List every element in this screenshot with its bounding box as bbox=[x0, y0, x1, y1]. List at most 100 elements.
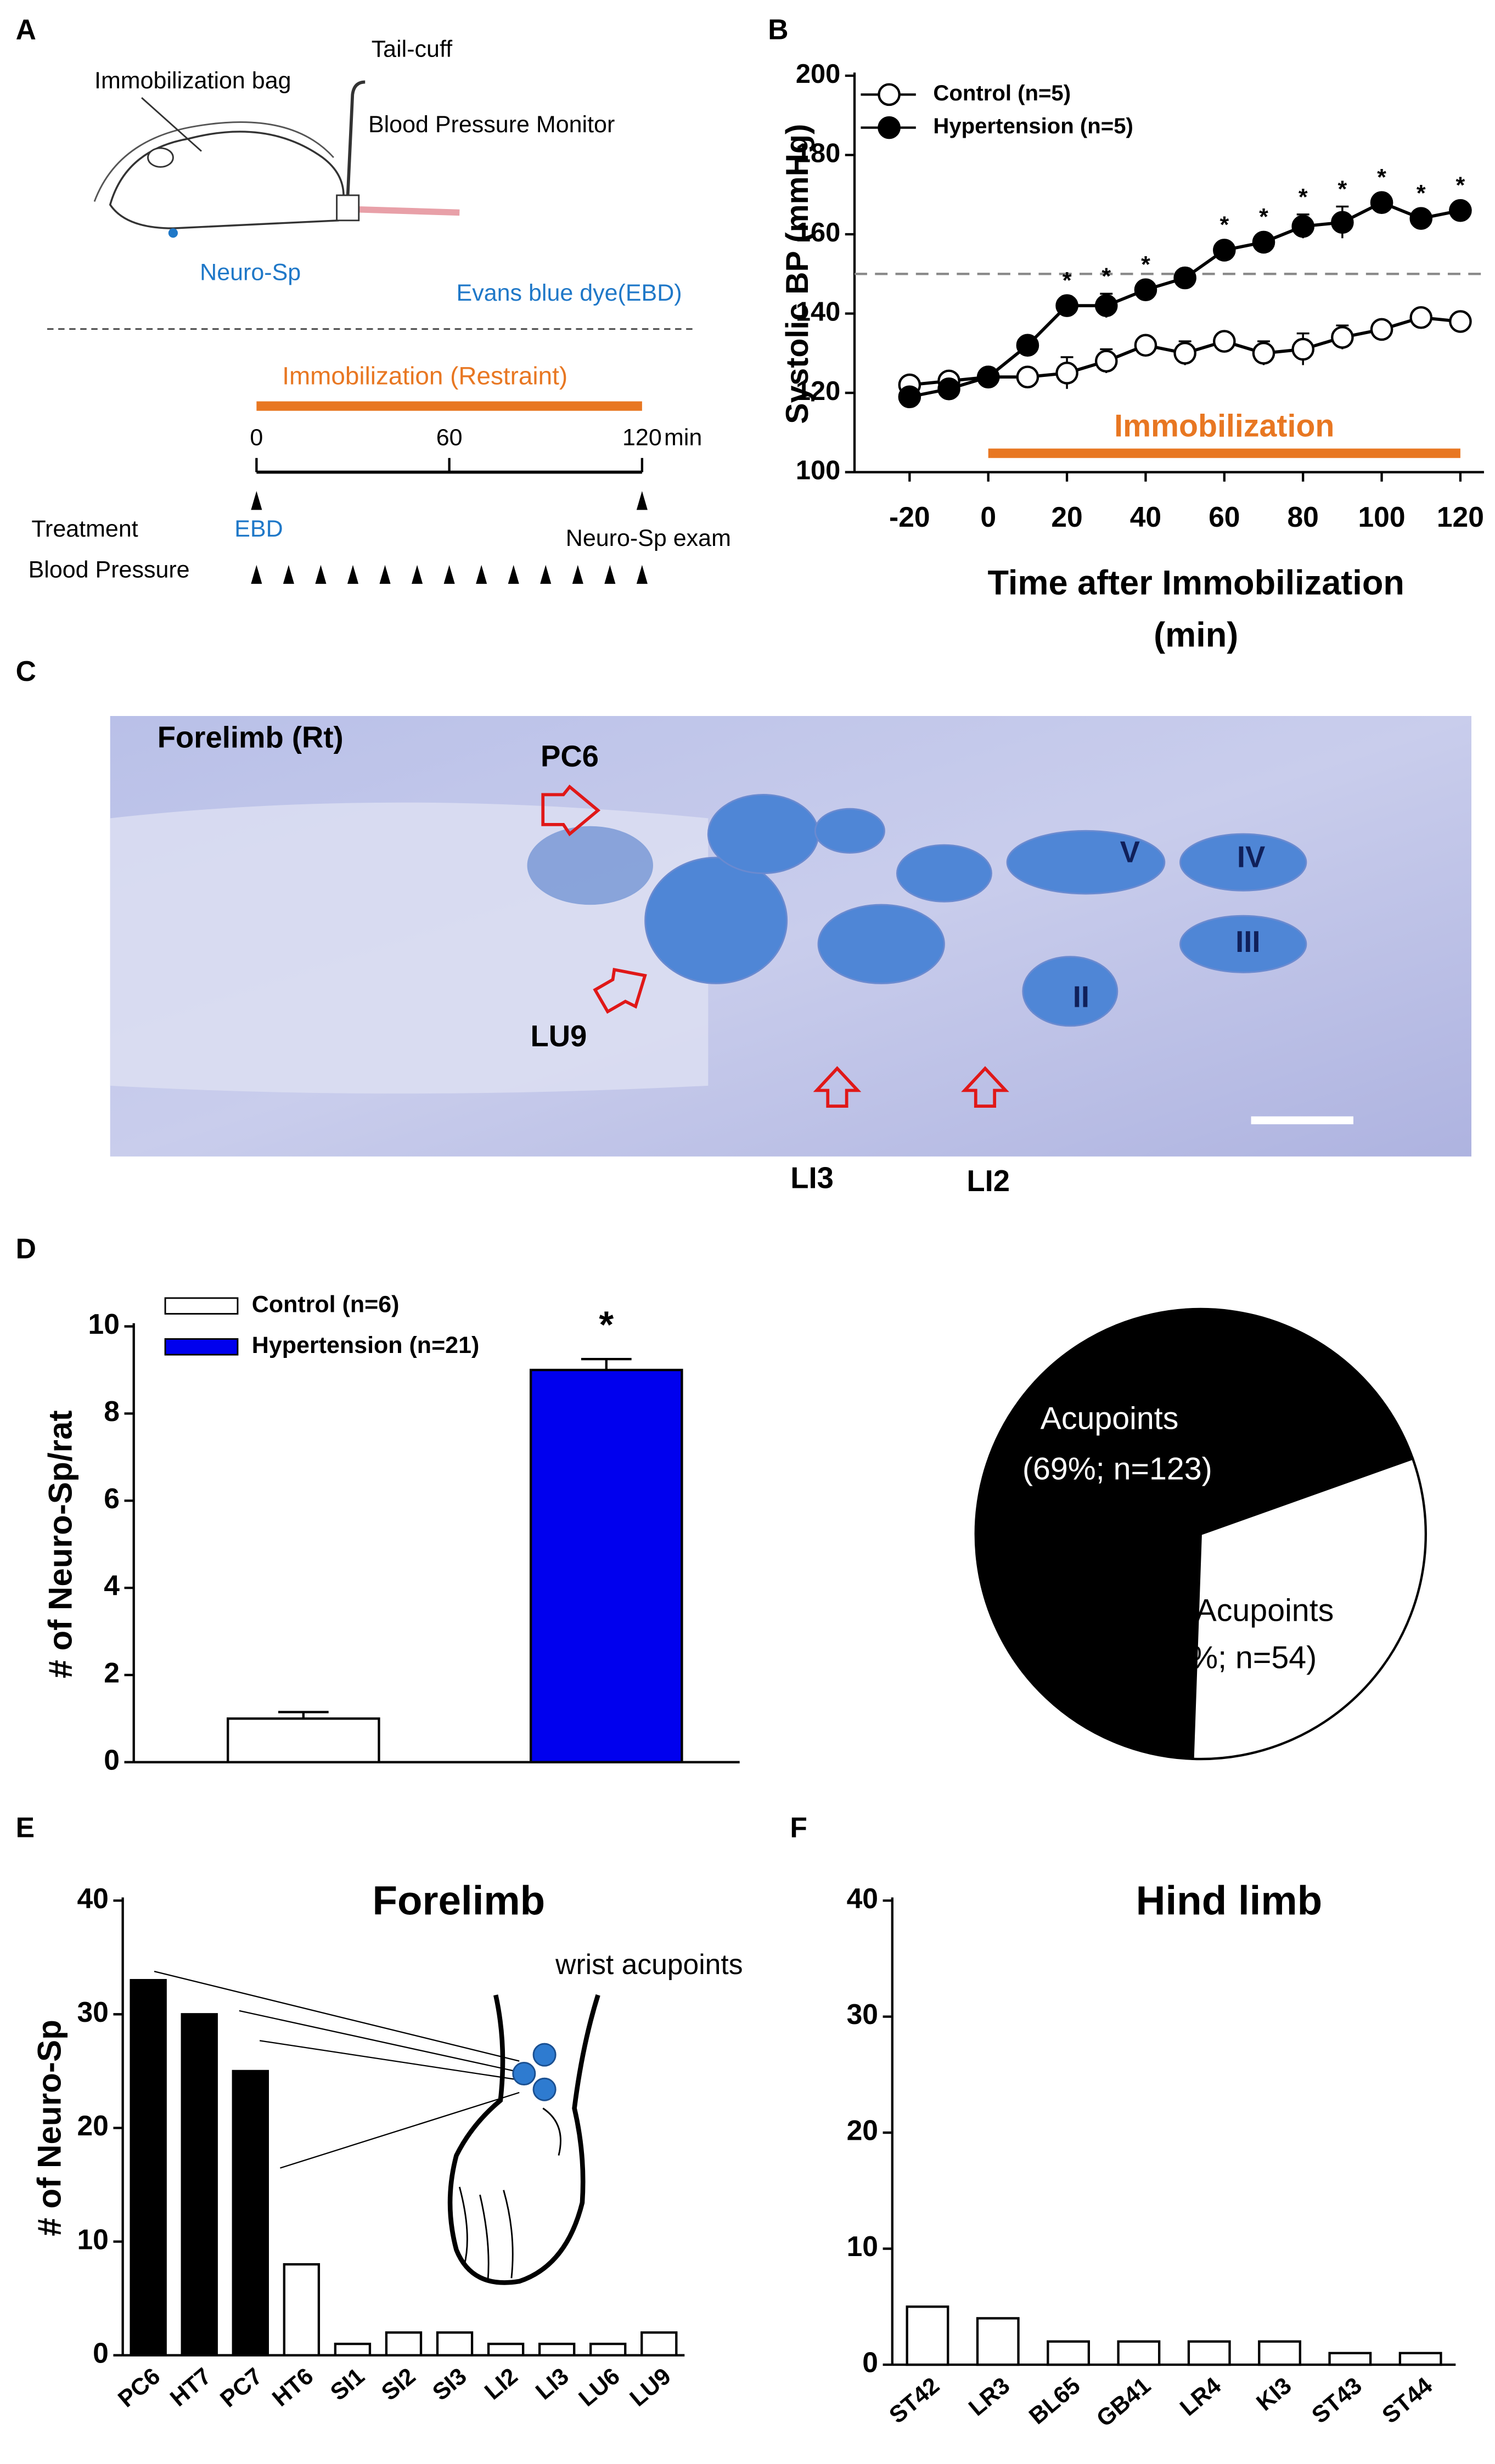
data-point bbox=[1173, 341, 1196, 365]
red-arrow bbox=[813, 1066, 862, 1108]
bar bbox=[538, 2342, 576, 2356]
label: Evans blue dye(EBD) bbox=[457, 280, 682, 306]
digit-label: IV bbox=[1237, 840, 1265, 873]
x-tick-label: LR4 bbox=[1175, 2372, 1226, 2421]
rat-tail bbox=[358, 206, 460, 216]
rat-ear bbox=[147, 147, 174, 168]
paw-pad bbox=[896, 844, 992, 903]
y-tick-label: 180 bbox=[796, 138, 840, 168]
data-point bbox=[976, 365, 1000, 388]
slice-value-label: (69%; n=123) bbox=[1022, 1451, 1212, 1486]
timeline-tick-label: 120 bbox=[622, 425, 662, 451]
y-tick-label: 2 bbox=[104, 1657, 120, 1689]
y-tick-label: 10 bbox=[847, 2230, 878, 2262]
x-tick-label: PC6 bbox=[113, 2363, 165, 2413]
y-axis-label: # of Neuro-Sp/rat bbox=[42, 1410, 79, 1678]
red-arrow bbox=[961, 1066, 1009, 1108]
y-tick-label: 30 bbox=[847, 1998, 878, 2030]
y-tick-label: 30 bbox=[77, 1996, 108, 2028]
x-tick-label: SI3 bbox=[428, 2363, 471, 2406]
x-tick-label: 80 bbox=[1287, 501, 1318, 533]
label: Neuro-Sp exam bbox=[566, 525, 731, 551]
pointer-line bbox=[239, 2010, 520, 2073]
arrowhead bbox=[251, 490, 262, 510]
data-point bbox=[1331, 326, 1354, 349]
y-axis-label: Systolic BP (mmHg) bbox=[780, 124, 815, 424]
legend-swatch bbox=[164, 1338, 239, 1356]
bar bbox=[385, 2331, 423, 2356]
digit-label: II bbox=[1073, 980, 1089, 1014]
slice-label: Non-Acupoints bbox=[1127, 1593, 1334, 1628]
x-axis-label: Time after Immobilization bbox=[987, 564, 1404, 602]
paw-pad bbox=[1022, 956, 1119, 1027]
digit-label: III bbox=[1235, 925, 1260, 958]
data-point bbox=[1094, 349, 1118, 373]
y-tick-label: 6 bbox=[104, 1482, 120, 1514]
data-point bbox=[1016, 365, 1039, 388]
bar bbox=[283, 2263, 321, 2356]
arrowhead bbox=[572, 565, 583, 584]
y-tick-label: 20 bbox=[847, 2115, 878, 2146]
tail-cuff bbox=[336, 194, 360, 222]
span-label: Immobilization bbox=[1114, 408, 1334, 443]
panel-letter: F bbox=[790, 1812, 807, 1843]
arrowhead bbox=[443, 565, 455, 584]
x-tick-label: SI1 bbox=[325, 2363, 369, 2406]
arrowhead bbox=[412, 565, 423, 584]
paw-pad bbox=[817, 904, 945, 984]
cuff-tube bbox=[346, 80, 366, 196]
label: Blood Pressure bbox=[29, 557, 190, 583]
data-point bbox=[898, 385, 921, 409]
paw-pad bbox=[644, 856, 788, 984]
x-tick-label: ST44 bbox=[1378, 2372, 1438, 2429]
arrowhead bbox=[508, 565, 519, 584]
bar bbox=[436, 2331, 474, 2356]
panel-letter: B bbox=[768, 13, 788, 45]
data-point bbox=[1370, 191, 1393, 214]
x-tick-label: 0 bbox=[980, 501, 996, 533]
x-tick-label: ST42 bbox=[884, 2372, 945, 2429]
x-tick-label: HT6 bbox=[267, 2363, 318, 2412]
x-tick-label: GB41 bbox=[1092, 2372, 1156, 2432]
significance-star: * bbox=[1299, 184, 1308, 211]
significance-star: * bbox=[1219, 212, 1229, 238]
arrowhead bbox=[379, 565, 391, 584]
legend-label: Hypertension (n=21) bbox=[252, 1332, 480, 1358]
arrowhead bbox=[283, 565, 294, 584]
y-tick-label: 10 bbox=[88, 1308, 120, 1340]
immobilization-span bbox=[988, 448, 1460, 458]
y-tick-label: 10 bbox=[77, 2223, 108, 2255]
label: Forelimb (Rt) bbox=[158, 720, 344, 754]
neuro-sp-dot bbox=[168, 228, 178, 238]
bar bbox=[1398, 2352, 1442, 2366]
data-point bbox=[1449, 199, 1472, 222]
bar bbox=[640, 2331, 678, 2356]
data-point bbox=[937, 377, 960, 401]
data-point bbox=[1055, 294, 1078, 317]
arrowhead bbox=[251, 565, 262, 584]
significance-star: * bbox=[1063, 267, 1072, 294]
y-tick-label: 8 bbox=[104, 1395, 120, 1427]
acupoint-label: LI3 bbox=[790, 1161, 834, 1194]
x-tick-label: PC7 bbox=[215, 2363, 267, 2413]
slice-label: Acupoints bbox=[1041, 1401, 1179, 1436]
x-tick-label: -20 bbox=[889, 501, 930, 533]
data-point bbox=[1370, 318, 1393, 341]
acupoint-dot bbox=[512, 2062, 536, 2086]
arrowhead bbox=[636, 565, 648, 584]
significance-star: * bbox=[1377, 164, 1386, 190]
y-tick-label: 120 bbox=[796, 376, 840, 406]
x-tick-label: ST43 bbox=[1307, 2372, 1367, 2429]
arrowhead bbox=[476, 565, 487, 584]
slice-value-label: (31%; n=54) bbox=[1144, 1640, 1317, 1676]
arrowhead bbox=[604, 565, 616, 584]
y-tick-label: 0 bbox=[862, 2347, 878, 2378]
data-point bbox=[1173, 266, 1196, 290]
pointer-line bbox=[154, 1971, 520, 2062]
red-arrow bbox=[593, 967, 647, 1014]
arrowhead bbox=[347, 565, 359, 584]
x-tick-label: 60 bbox=[1209, 501, 1240, 533]
bar bbox=[1117, 2340, 1161, 2366]
